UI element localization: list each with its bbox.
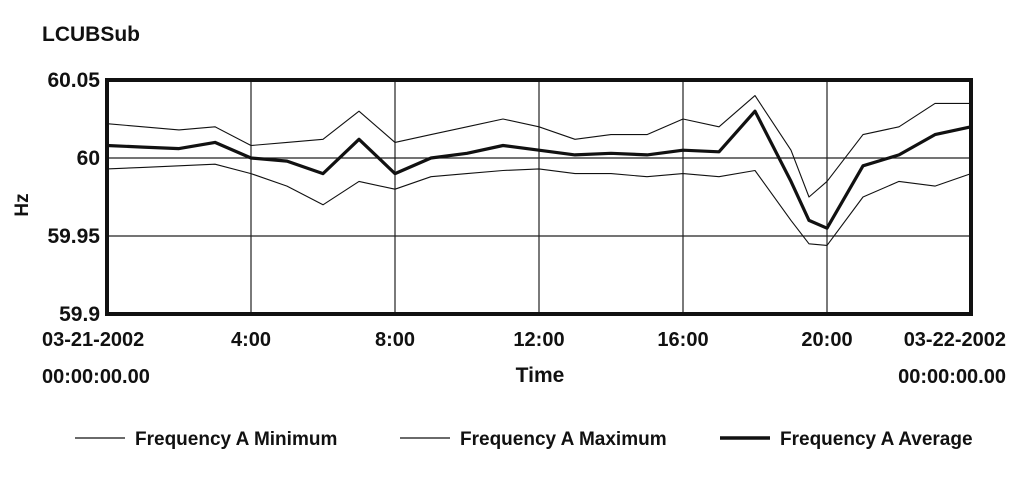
y-tick-label: 59.9 <box>59 303 100 326</box>
series-line-3 <box>106 109 972 230</box>
x-axis-label: Time <box>516 364 565 387</box>
y-tick-label: 59.95 <box>47 225 100 248</box>
x-tick-label: 16:00 <box>657 329 708 351</box>
plot-frame <box>105 78 973 316</box>
series-line-2 <box>106 95 971 198</box>
x-tick-label: 03-21-2002 <box>42 329 144 351</box>
x-tick-label: 4:00 <box>231 329 271 351</box>
x-tick-label: 03-22-2002 <box>904 329 1006 351</box>
x-tick-label: 20:00 <box>801 329 852 351</box>
legend-label: Frequency A Minimum <box>135 429 337 450</box>
legend: Frequency A Minimum Frequency A Maximum Fr… <box>75 429 973 450</box>
series-lines <box>106 95 972 246</box>
x-tick-label: 8:00 <box>375 329 415 351</box>
legend-label: Frequency A Average <box>780 429 973 450</box>
legend-label: Frequency A Maximum <box>460 429 667 450</box>
y-tick-label: 60.05 <box>47 69 100 92</box>
y-tick-label: 60 <box>77 147 100 170</box>
x-tick-label: 12:00 <box>513 329 564 351</box>
chart-title: LCUBSub <box>42 23 140 46</box>
y-axis-label: Hz <box>12 193 33 216</box>
y-tick-labels: 60.05 60 59.95 59.9 <box>47 69 100 326</box>
series-line-1 <box>106 163 972 246</box>
x-tick-sublabel: 00:00:00.00 <box>898 366 1006 388</box>
x-tick-labels: 03-21-2002 00:00:00.00 4:00 8:00 12:00 16:00 2… <box>42 329 1006 388</box>
grid-lines <box>107 80 971 314</box>
x-tick-sublabel: 00:00:00.00 <box>42 366 150 388</box>
